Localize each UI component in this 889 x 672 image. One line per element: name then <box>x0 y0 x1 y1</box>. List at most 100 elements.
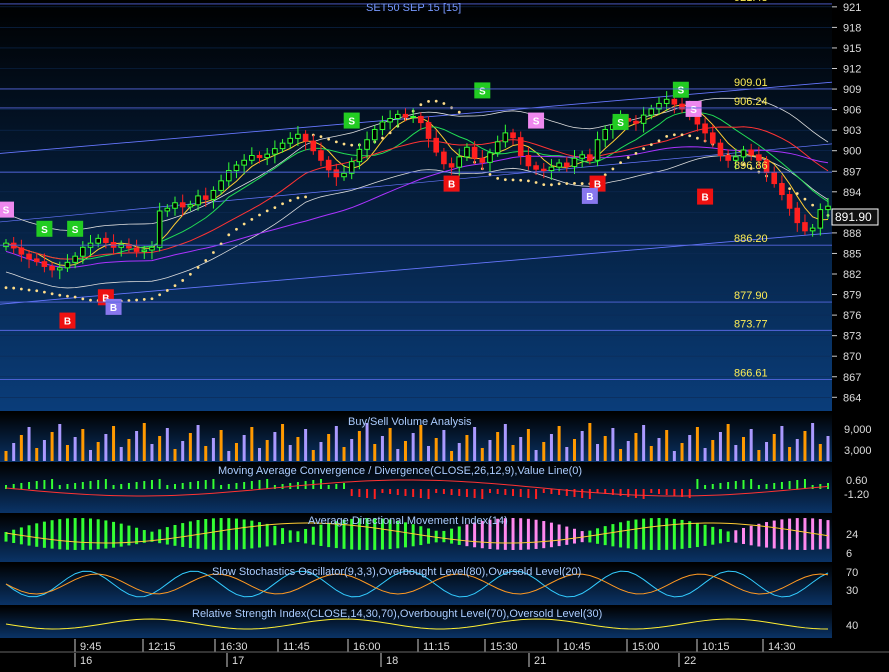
sar-dot <box>327 137 331 141</box>
sar-dot <box>19 287 23 291</box>
stoch-panel <box>0 563 832 605</box>
signal-letter: B <box>594 180 601 191</box>
volume-bar <box>388 428 392 461</box>
volume-bar <box>734 445 738 461</box>
candle-body <box>809 227 816 232</box>
volume-bar <box>549 434 553 461</box>
volume-bar <box>288 445 292 461</box>
volume-bar <box>89 450 93 461</box>
volume-bar <box>135 431 139 461</box>
signal-letter: B <box>102 293 109 304</box>
adx-line <box>5 522 829 544</box>
volume-bar <box>112 426 116 461</box>
volume-bar <box>65 445 69 461</box>
sar-dot <box>265 209 269 213</box>
candle-body <box>540 168 547 172</box>
candle-body <box>656 102 662 110</box>
candle-body <box>256 154 263 159</box>
sar-dot <box>127 299 131 302</box>
time-label: 11:15 <box>423 641 450 653</box>
bollinger-lower <box>5 155 829 289</box>
sar-dot <box>219 242 223 246</box>
candle-body <box>802 222 808 232</box>
candle-body <box>817 209 824 229</box>
sar-dot <box>427 99 430 103</box>
candle-body <box>126 244 132 249</box>
volume-bar <box>12 443 16 461</box>
candle-body <box>356 148 363 163</box>
candle-body <box>602 128 609 141</box>
candle-body <box>195 195 201 206</box>
candle-body <box>533 165 539 170</box>
candle-body <box>310 140 317 152</box>
level-label: 896.86 <box>734 160 768 172</box>
volume-bar <box>42 440 46 461</box>
volume-bar <box>811 423 815 461</box>
y-tick-label: 879 <box>843 290 861 302</box>
y-tick-label: 885 <box>843 248 861 260</box>
stoch-d-line <box>5 573 829 595</box>
level-label: 906.24 <box>734 96 768 108</box>
sar-dot <box>795 192 799 195</box>
candle-body <box>717 142 724 156</box>
sar-dot <box>488 173 492 176</box>
volume-bar <box>657 438 661 461</box>
candle-body <box>348 161 355 174</box>
sar-dot <box>89 298 92 302</box>
volume-bar <box>119 447 123 461</box>
adx-panel <box>0 514 832 562</box>
sar-dot <box>342 142 346 146</box>
time-label: 10:15 <box>702 641 730 653</box>
volume-bar <box>680 443 684 461</box>
volume-bar <box>642 425 646 461</box>
candle-body <box>456 156 463 168</box>
volume-panel-title: Buy/Sell Volume Analysis <box>348 416 472 428</box>
volume-bar <box>741 437 745 461</box>
volume-bar <box>96 442 100 461</box>
level-label: 909.01 <box>734 77 768 89</box>
candle-body <box>287 137 294 144</box>
volume-bar <box>188 433 192 461</box>
signal-letter: S <box>348 117 355 128</box>
y-tick-label: 909 <box>843 84 861 96</box>
macd-tick-neg120: -1.20 <box>844 489 869 501</box>
sell-signal-marker <box>0 201 14 218</box>
candle-body <box>172 202 178 209</box>
volume-bar <box>672 451 676 461</box>
macd-panel <box>0 463 832 513</box>
candle-body <box>702 123 708 134</box>
volume-bar <box>649 446 653 461</box>
volume-bar <box>788 447 792 461</box>
volume-bar <box>542 442 546 461</box>
macd-line <box>5 479 829 497</box>
sar-dot <box>665 135 669 138</box>
volume-bar <box>19 435 23 461</box>
volume-bar <box>365 423 369 461</box>
sar-dot <box>534 181 538 184</box>
volume-bar <box>457 443 461 461</box>
buy-signal-marker <box>697 188 714 205</box>
candle-body <box>56 267 63 271</box>
volume-bar <box>718 432 722 461</box>
y-tick-label: 903 <box>843 125 861 137</box>
candle-body <box>264 153 271 159</box>
sar-dot <box>573 181 576 185</box>
sar-dot <box>158 293 162 297</box>
volume-bar <box>327 434 331 461</box>
adx-tick-6: 6 <box>846 548 852 560</box>
volume-bar <box>496 432 500 461</box>
buy-signal-marker <box>589 175 606 192</box>
sar-dot <box>12 286 16 290</box>
signal-letter: B <box>701 193 708 204</box>
candle-body <box>64 261 71 269</box>
signal-letter: B <box>586 192 593 203</box>
sar-dot <box>526 179 530 183</box>
candle-body <box>33 258 40 263</box>
candle-body <box>640 114 647 124</box>
volume-bar <box>227 451 231 461</box>
volume-bar <box>350 439 354 461</box>
y-tick-label: 876 <box>843 310 861 322</box>
volume-bar <box>772 434 776 461</box>
